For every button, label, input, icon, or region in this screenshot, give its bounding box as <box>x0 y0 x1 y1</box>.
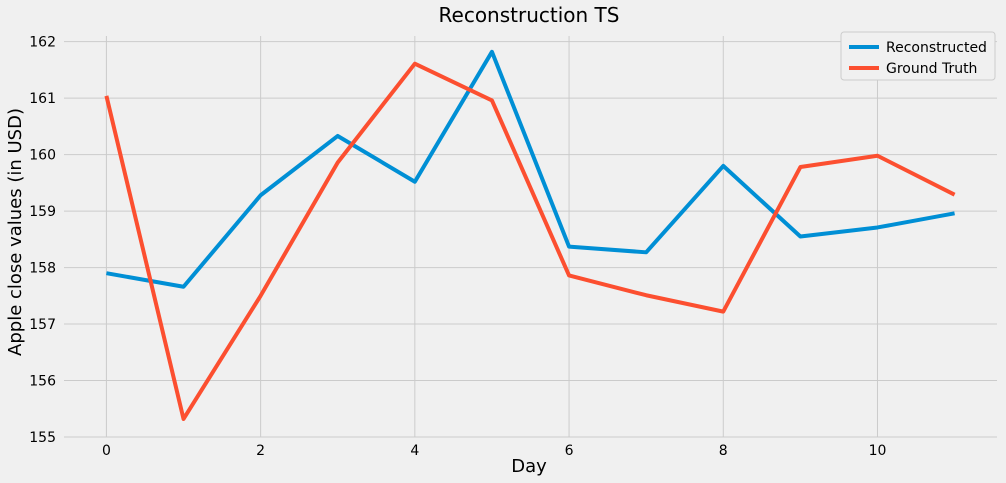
legend-label: Ground Truth <box>886 61 977 77</box>
chart-title: Reconstruction TS <box>439 3 620 27</box>
tick-labels: 155 156 157 158 159 160 161 162 0 2 4 6 8 10 <box>29 35 886 459</box>
legend-label: Reconstructed <box>886 40 987 56</box>
y-tick-label: 162 <box>29 35 56 51</box>
y-tick-label: 159 <box>29 204 56 220</box>
x-tick-label: 4 <box>410 443 419 459</box>
x-tick-label: 2 <box>256 443 265 459</box>
series-line-ground-truth <box>104 61 956 421</box>
y-tick-label: 157 <box>29 317 56 333</box>
series-layer <box>104 49 956 421</box>
x-tick-label: 0 <box>102 443 111 459</box>
x-tick-label: 6 <box>565 443 574 459</box>
series-line-reconstructed <box>106 49 955 289</box>
y-tick-label: 156 <box>29 374 56 390</box>
y-tick-label: 155 <box>29 430 56 446</box>
y-axis-label: Apple close values (in USD) <box>5 108 26 356</box>
x-tick-label: 10 <box>869 443 887 459</box>
legend: Reconstructed Ground Truth <box>840 31 996 81</box>
y-tick-label: 158 <box>29 261 56 277</box>
x-tick-label: 8 <box>719 443 728 459</box>
legend-box <box>840 31 996 81</box>
y-tick-label: 161 <box>29 91 56 107</box>
y-tick-label: 160 <box>29 148 56 164</box>
x-axis-label: Day <box>511 456 547 477</box>
